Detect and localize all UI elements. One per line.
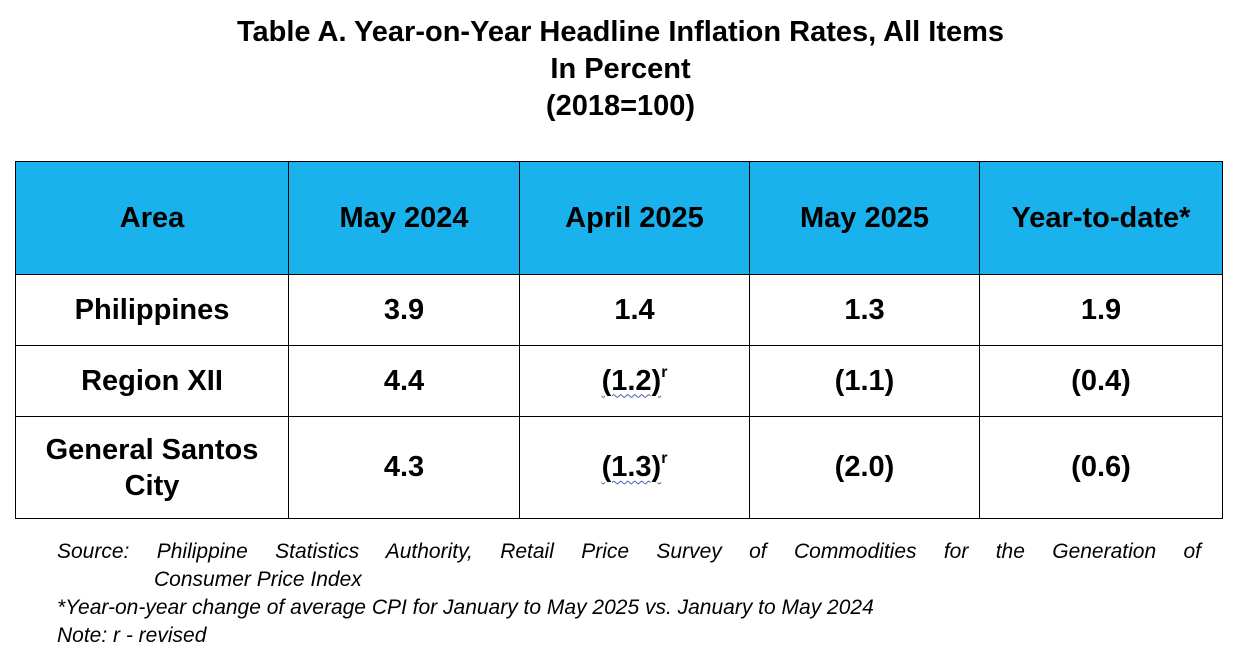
title-line-1: Table A. Year-on-Year Headline Inflation… [236, 16, 1005, 48]
may-2025-cell: (1.1) [749, 345, 980, 417]
revised-value: (1.3)r [601, 450, 668, 484]
area-cell: Philippines [15, 274, 289, 346]
footnote: *Year-on-year change of average CPI for … [57, 596, 874, 619]
ytd-cell: (0.4) [979, 345, 1223, 417]
revision-note: Note: r - revised [57, 624, 207, 647]
table-title: Table A. Year-on-Year Headline Inflation… [0, 14, 1241, 125]
revised-value: (1.2)r [601, 363, 668, 398]
table-row: General Santos City 4.3 (1.3)r (2.0) (0.… [15, 416, 1223, 519]
may-2025-cell: 1.3 [749, 274, 980, 346]
may-2024-cell: 4.4 [288, 345, 520, 417]
april-2025-cell: 1.4 [519, 274, 750, 346]
header-april-2025: April 2025 [519, 161, 750, 275]
area-cell: Region XII [15, 345, 289, 417]
may-2024-cell: 3.9 [288, 274, 520, 346]
april-2025-cell: (1.3)r [519, 416, 750, 519]
may-2024-cell: 4.3 [288, 416, 520, 519]
header-may-2025: May 2025 [749, 161, 980, 275]
inflation-table: Area May 2024 April 2025 May 2025 Year-t… [15, 161, 1223, 519]
title-line-2: In Percent [550, 53, 691, 85]
header-area: Area [15, 161, 289, 275]
table-row: Region XII 4.4 (1.2)r (1.1) (0.4) [15, 345, 1223, 417]
source-line-2: Consumer Price Index [154, 568, 362, 591]
header-may-2024: May 2024 [288, 161, 520, 275]
revised-number: (1.3) [601, 451, 662, 483]
header-year-to-date: Year-to-date* [979, 161, 1223, 275]
april-2025-cell: (1.2)r [519, 345, 750, 417]
area-cell: General Santos City [15, 416, 289, 519]
revised-mark: r [661, 450, 668, 468]
revised-number: (1.2) [601, 364, 662, 397]
revised-mark: r [661, 363, 668, 381]
header-row: Area May 2024 April 2025 May 2025 Year-t… [15, 161, 1223, 275]
table-row: Philippines 3.9 1.4 1.3 1.9 [15, 274, 1223, 346]
title-line-3: (2018=100) [545, 90, 696, 122]
ytd-cell: (0.6) [979, 416, 1223, 519]
source-line-1: Source: Philippine Statistics Authority,… [57, 540, 1201, 563]
ytd-cell: 1.9 [979, 274, 1223, 346]
may-2025-cell: (2.0) [749, 416, 980, 519]
table-notes: Source: Philippine Statistics Authority,… [57, 538, 1201, 650]
